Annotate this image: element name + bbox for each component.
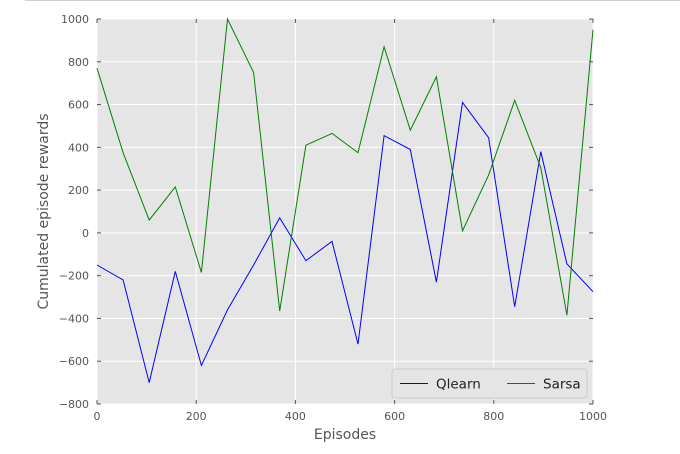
y-tick-label: 1000 [61,13,89,26]
y-tick-label: 400 [68,141,89,154]
y-tick-label: −200 [59,270,89,283]
y-tick-label: −600 [59,355,89,368]
legend: Qlearn Sarsa [391,368,588,399]
x-tick-label: 400 [285,410,306,423]
x-tick-label: 1000 [579,410,607,423]
y-axis-ticks: −800 −600 −400 −200 0 200 400 600 800 1000 [59,13,593,411]
top-divider [25,0,680,1]
y-tick-label: 800 [68,56,89,69]
y-tick-label: −400 [59,312,89,325]
x-tick-label: 200 [186,410,207,423]
y-tick-label: 200 [68,184,89,197]
y-tick-label: −800 [59,398,89,411]
x-tick-label: 600 [384,410,405,423]
series-line-qlearn [96,101,594,383]
y-tick-label: 600 [68,99,89,112]
x-tick-label: 800 [483,410,504,423]
x-tick-label: 0 [94,410,101,423]
x-axis-ticks: 0 200 400 600 800 1000 [94,19,607,423]
plot-area [97,19,593,404]
legend-box [391,368,588,399]
legend-label-qlearn: Qlearn [436,377,481,393]
series-lines [96,17,594,383]
y-axis-label: Cumulated episode rewards [36,113,52,309]
legend-label-sarsa: Sarsa [543,377,581,393]
x-axis-label: Episodes [314,427,376,443]
series-line-sarsa [96,17,594,316]
y-tick-label: 0 [82,227,89,240]
